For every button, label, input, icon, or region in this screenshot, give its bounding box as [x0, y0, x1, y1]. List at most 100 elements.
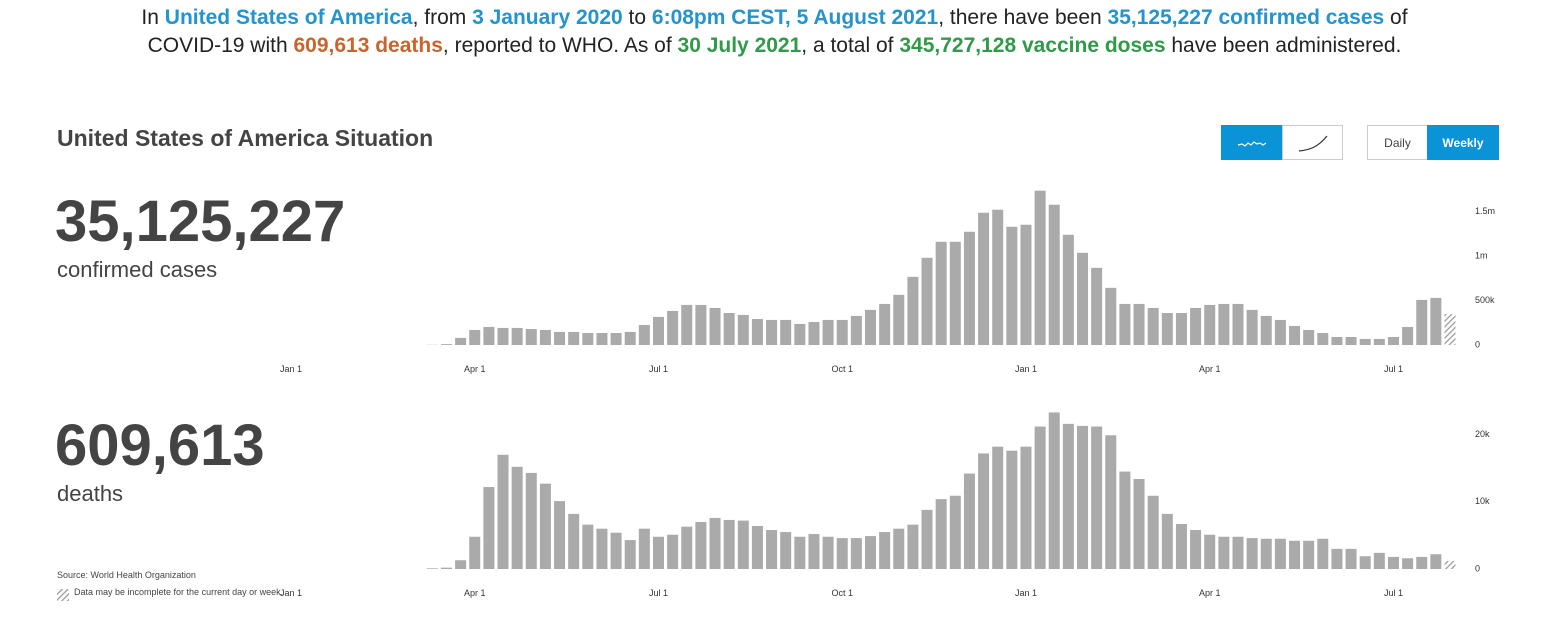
bar	[949, 495, 961, 569]
x-tick-label: Apr 1	[464, 588, 486, 598]
bar	[1345, 337, 1357, 345]
header-text: , a total of	[801, 34, 900, 57]
bar	[455, 560, 467, 569]
bar	[893, 294, 905, 345]
bar	[596, 528, 608, 569]
bar	[893, 528, 905, 569]
bar	[1416, 299, 1428, 345]
bar	[1105, 287, 1117, 345]
header-text: In	[141, 6, 165, 29]
header-text: COVID-19 with	[147, 34, 294, 57]
bar	[1204, 534, 1216, 569]
bar	[1147, 495, 1159, 569]
bar	[469, 329, 481, 345]
x-tick-label: Oct 1	[831, 364, 853, 374]
bar	[822, 319, 834, 345]
x-tick-label: Jan 1	[1015, 588, 1037, 598]
bar	[638, 528, 650, 569]
bar	[1048, 204, 1060, 345]
bar	[766, 319, 778, 345]
bar	[850, 538, 862, 569]
header-text: to	[622, 6, 652, 29]
linear-toggle[interactable]	[1221, 125, 1283, 160]
header-text: 609,613 deaths	[293, 34, 443, 57]
bar	[1034, 190, 1046, 345]
weekly-button[interactable]: Weekly	[1427, 125, 1499, 160]
cumulative-toggle[interactable]	[1282, 125, 1343, 160]
daily-button[interactable]: Daily	[1367, 125, 1428, 160]
bar	[723, 519, 735, 569]
bar	[1218, 536, 1230, 569]
bar	[1147, 307, 1159, 345]
source: Source: World Health Organization	[57, 570, 196, 580]
bar	[511, 327, 523, 345]
y-tick-label: 500k	[1475, 295, 1495, 305]
summary-header: In United States of America, from 3 Janu…	[0, 4, 1549, 60]
bar	[766, 530, 778, 569]
y-tick-label: 20k	[1475, 429, 1490, 439]
bar	[1161, 513, 1173, 569]
x-tick-label: Jul 1	[1384, 364, 1403, 374]
bar	[1274, 538, 1286, 569]
bar	[1289, 540, 1301, 569]
y-tick-label: 10k	[1475, 496, 1490, 506]
bar	[1416, 556, 1428, 569]
bar	[1289, 325, 1301, 345]
bar	[1034, 426, 1046, 569]
bar	[483, 326, 495, 345]
bar	[808, 321, 820, 345]
bar	[1359, 556, 1371, 569]
bar	[794, 536, 806, 569]
bar	[582, 333, 594, 345]
bar	[1444, 313, 1456, 345]
bar	[1190, 307, 1202, 345]
bar	[992, 209, 1004, 345]
bar	[1373, 552, 1385, 569]
bar	[568, 331, 580, 345]
bar	[497, 327, 509, 345]
bar	[1274, 319, 1286, 345]
header-text: 30 July 2021	[677, 34, 802, 57]
bar	[935, 499, 947, 569]
header-text: , there have been	[938, 6, 1108, 29]
bar	[667, 310, 679, 345]
bar	[1359, 338, 1371, 345]
header-text: United States of America	[164, 6, 413, 29]
bar	[695, 521, 707, 569]
x-tick-label: Jan 1	[280, 588, 302, 598]
bar	[865, 536, 876, 569]
bar	[1345, 548, 1357, 569]
bar	[1430, 554, 1442, 569]
bar	[921, 257, 933, 345]
x-tick-label: Apr 1	[1199, 588, 1221, 598]
bar	[1175, 313, 1187, 345]
icon	[1298, 135, 1327, 152]
stat-label: deaths	[57, 481, 124, 506]
x-tick-label: Oct 1	[831, 588, 853, 598]
bar	[1303, 329, 1315, 345]
bar	[469, 536, 481, 569]
bar	[1190, 530, 1202, 569]
header-line: COVID-19 with 609,613 deaths, reported t…	[0, 32, 1549, 60]
bar	[1133, 303, 1145, 345]
x-tick-label: Jul 1	[649, 364, 668, 374]
bar	[1260, 315, 1272, 345]
bar	[1175, 523, 1187, 569]
bar	[1387, 556, 1399, 569]
bar	[808, 534, 820, 569]
bar	[624, 540, 636, 569]
section-title: United States of America Situation	[57, 125, 434, 151]
bar	[695, 304, 707, 345]
bar	[794, 323, 806, 345]
bar	[751, 318, 763, 345]
bar	[568, 513, 580, 569]
header-text: 345,727,128 vaccine doses	[899, 34, 1166, 57]
bar	[1062, 423, 1074, 569]
bar	[525, 472, 537, 569]
y-tick-label: 0	[1475, 339, 1480, 349]
bar	[1246, 309, 1258, 345]
hatch-legend	[57, 589, 69, 601]
header-text: 35,125,227 confirmed cases	[1107, 6, 1385, 29]
